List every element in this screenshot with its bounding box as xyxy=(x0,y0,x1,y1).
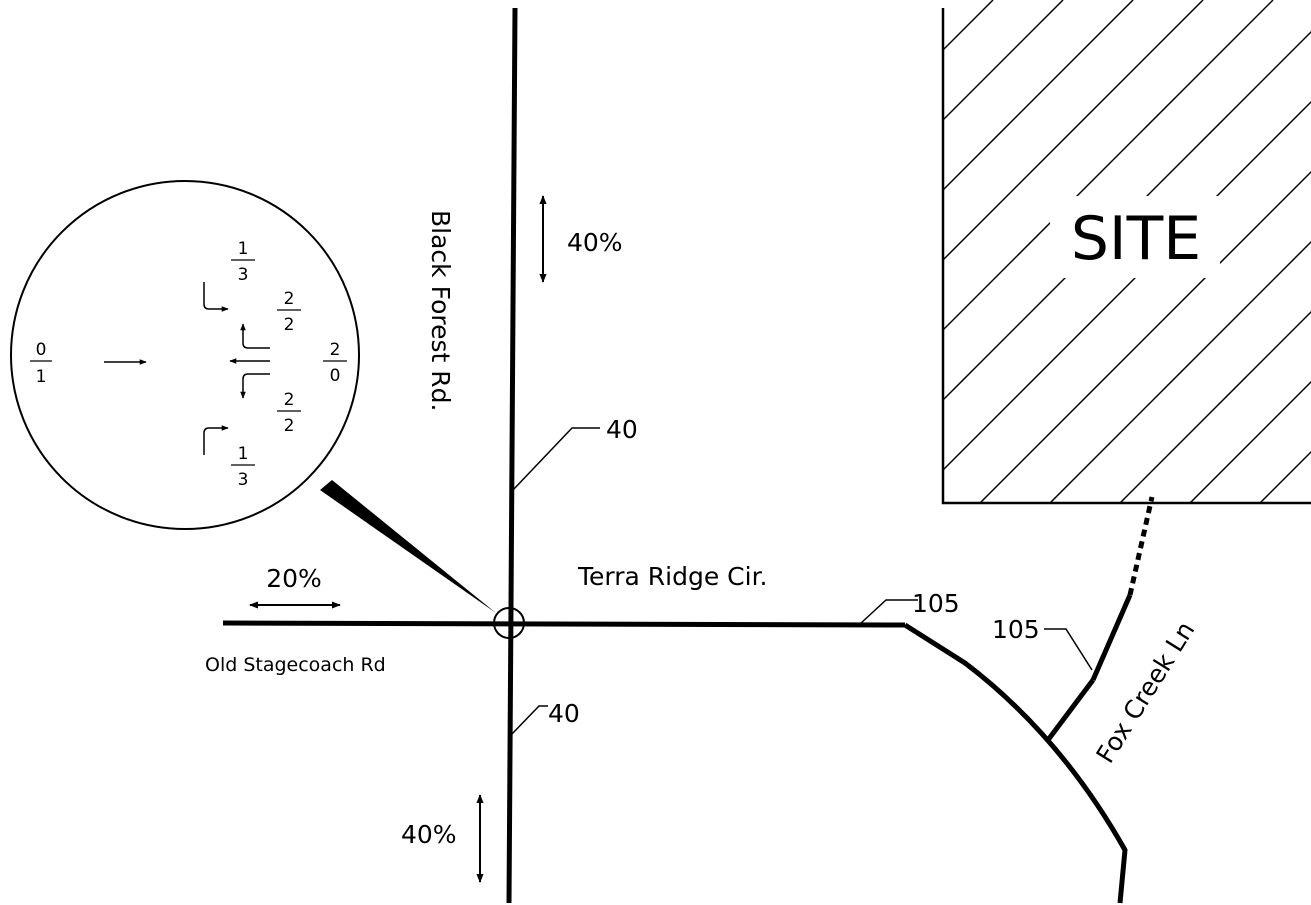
svg-text:1: 1 xyxy=(36,367,47,387)
east-approach-fraction: 2 0 xyxy=(323,340,347,386)
svg-text:2: 2 xyxy=(330,340,341,360)
bf-south-volume: 40 xyxy=(548,699,580,728)
fox-volume: 105 xyxy=(992,615,1040,644)
terra-ridge-curve[interactable] xyxy=(903,622,1128,904)
fox-creek-label: Fox Creek Ln xyxy=(1090,616,1200,768)
lower-mid-fraction: 2 2 xyxy=(277,390,301,436)
svg-text:0: 0 xyxy=(36,340,47,360)
svg-text:2: 2 xyxy=(284,390,295,410)
svg-text:2: 2 xyxy=(284,289,295,309)
top-right-turn-fraction: 1 3 xyxy=(231,239,255,285)
bf-north-volume-leader xyxy=(512,427,600,491)
westbound-left-turn-arrow xyxy=(240,373,270,399)
westbound-right-turn-arrow xyxy=(240,323,270,349)
west-split-label: 20% xyxy=(266,564,322,593)
svg-text:2: 2 xyxy=(284,315,295,335)
turning-movement-inset[interactable]: 0 1 1 3 2 2 2 0 2 2 xyxy=(10,180,360,530)
svg-text:2: 2 xyxy=(284,416,295,436)
fox-creek-future-extension xyxy=(1127,496,1155,596)
upper-mid-fraction: 2 2 xyxy=(277,289,301,335)
north-split-label: 40% xyxy=(567,228,623,257)
bf-north-volume: 40 xyxy=(606,415,638,444)
inset-circle xyxy=(10,180,360,530)
bf-south-volume-leader xyxy=(510,705,548,736)
svg-text:0: 0 xyxy=(330,366,341,386)
fox-creek-lane-segment[interactable] xyxy=(1046,678,1095,742)
black-forest-road-label: Black Forest Rd. xyxy=(426,210,455,411)
old-stagecoach-terra-ridge-road[interactable] xyxy=(222,620,906,628)
fox-creek-lane[interactable] xyxy=(1090,594,1133,681)
svg-text:1: 1 xyxy=(238,444,249,464)
terra-volume: 105 xyxy=(912,589,960,618)
road-network xyxy=(222,7,1155,904)
northbound-right-turn-arrow xyxy=(203,425,229,455)
svg-text:1: 1 xyxy=(238,239,249,259)
site-label-backdrop xyxy=(1050,196,1220,278)
south-split-label: 40% xyxy=(401,820,457,849)
callout-pointer xyxy=(320,480,496,613)
site-label: SITE xyxy=(1071,204,1201,274)
black-forest-road[interactable] xyxy=(506,7,518,904)
intersection-marker[interactable] xyxy=(493,607,525,639)
old-stagecoach-label: Old Stagecoach Rd xyxy=(205,654,386,676)
terra-volume-leader xyxy=(859,599,918,625)
fox-volume-leader xyxy=(1044,628,1093,671)
southbound-right-turn-arrow xyxy=(203,282,229,312)
bottom-right-turn-fraction: 1 3 xyxy=(231,444,255,490)
svg-text:3: 3 xyxy=(238,470,249,490)
west-approach-fraction: 0 1 xyxy=(30,340,52,387)
site-parcel[interactable]: SITE xyxy=(941,0,1311,510)
svg-text:3: 3 xyxy=(238,265,249,285)
terra-ridge-label: Terra Ridge Cir. xyxy=(577,562,768,591)
